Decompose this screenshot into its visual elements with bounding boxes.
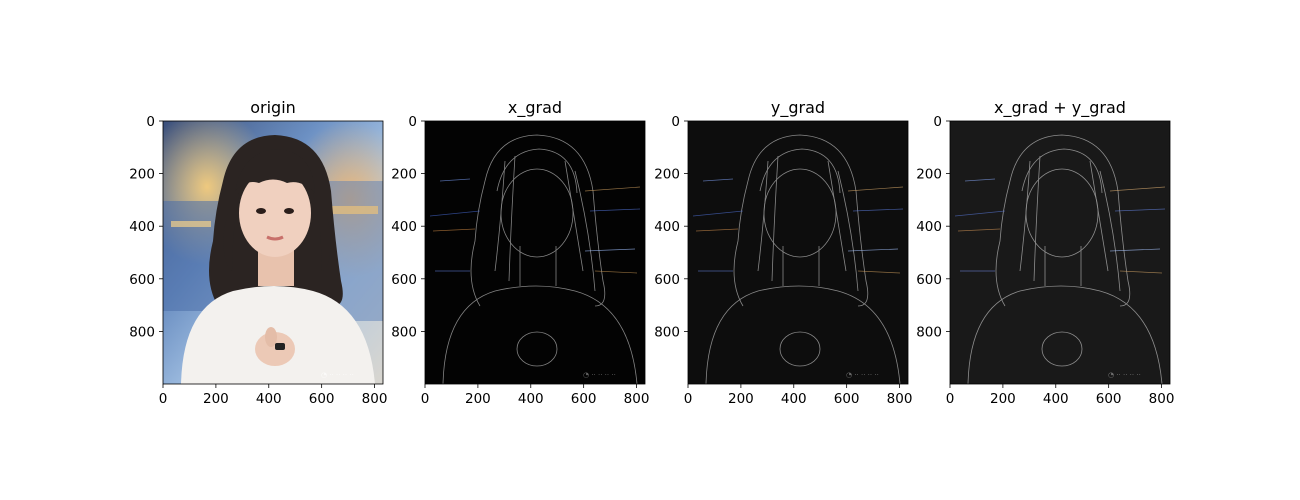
y-tick-label: 0	[933, 114, 942, 130]
axes-frame	[162, 120, 384, 385]
x-tick-label: 400	[256, 391, 282, 407]
x-tick-label: 600	[1096, 391, 1122, 407]
y-tick-label: 800	[654, 324, 680, 340]
y-tick-label: 0	[671, 114, 680, 130]
axes-frame	[687, 120, 909, 385]
subplot-1: origin 0 200 400 600 800 0 200 400 600 800	[129, 98, 387, 407]
subplot-3: y_grad 0 200 400 600 800 0 200 400 600 800	[654, 98, 912, 407]
x-tick-label: 200	[465, 391, 491, 407]
y-tick-label: 400	[391, 219, 417, 235]
x-tick-label: 400	[781, 391, 807, 407]
y-tick-label: 800	[129, 324, 155, 340]
x-tick-label: 0	[684, 391, 693, 407]
x-tick-label: 200	[203, 391, 229, 407]
x-tick-label: 0	[946, 391, 955, 407]
x-tick-label: 800	[887, 391, 913, 407]
axes-frame	[424, 120, 646, 385]
subplot-4: x_grad + y_grad 0 200 400 600 800 0 200 400 600 80…	[916, 98, 1174, 407]
image-tint	[950, 121, 1170, 384]
x-tick-label: 200	[728, 391, 754, 407]
y-tick-label: 200	[391, 167, 417, 183]
x-tick-label: 0	[421, 391, 430, 407]
x-tick-label: 200	[990, 391, 1016, 407]
y-tick-label: 600	[916, 272, 942, 288]
x-tick-label: 600	[309, 391, 335, 407]
y-tick-label: 400	[916, 219, 942, 235]
y-tick-label: 200	[654, 167, 680, 183]
subplot-2: x_grad 0 200 400 600 800 0 200 400 600 800	[391, 98, 649, 407]
x-tick-label: 400	[518, 391, 544, 407]
axes-frame	[949, 120, 1171, 385]
y-tick-label: 0	[408, 114, 417, 130]
subplot-title: origin	[250, 98, 296, 117]
subplot-title: x_grad	[508, 98, 562, 118]
y-tick-label: 600	[654, 272, 680, 288]
x-tick-label: 0	[159, 391, 168, 407]
x-tick-label: 600	[571, 391, 597, 407]
image-photo	[163, 121, 383, 384]
x-tick-label: 400	[1043, 391, 1069, 407]
y-tick-label: 400	[129, 219, 155, 235]
y-tick-label: 0	[146, 114, 155, 130]
y-tick-label: 800	[391, 324, 417, 340]
x-tick-label: 800	[1149, 391, 1175, 407]
image-edges-x	[425, 121, 645, 384]
y-tick-label: 600	[391, 272, 417, 288]
y-tick-label: 200	[129, 167, 155, 183]
x-tick-label: 600	[834, 391, 860, 407]
x-tick-label: 800	[362, 391, 388, 407]
y-tick-label: 400	[654, 219, 680, 235]
subplot-title: x_grad + y_grad	[994, 98, 1126, 118]
y-tick-label: 800	[916, 324, 942, 340]
x-tick-label: 800	[624, 391, 650, 407]
subplot-title: y_grad	[771, 98, 825, 118]
y-tick-label: 600	[129, 272, 155, 288]
image-tint	[688, 121, 908, 384]
y-tick-label: 200	[916, 167, 942, 183]
